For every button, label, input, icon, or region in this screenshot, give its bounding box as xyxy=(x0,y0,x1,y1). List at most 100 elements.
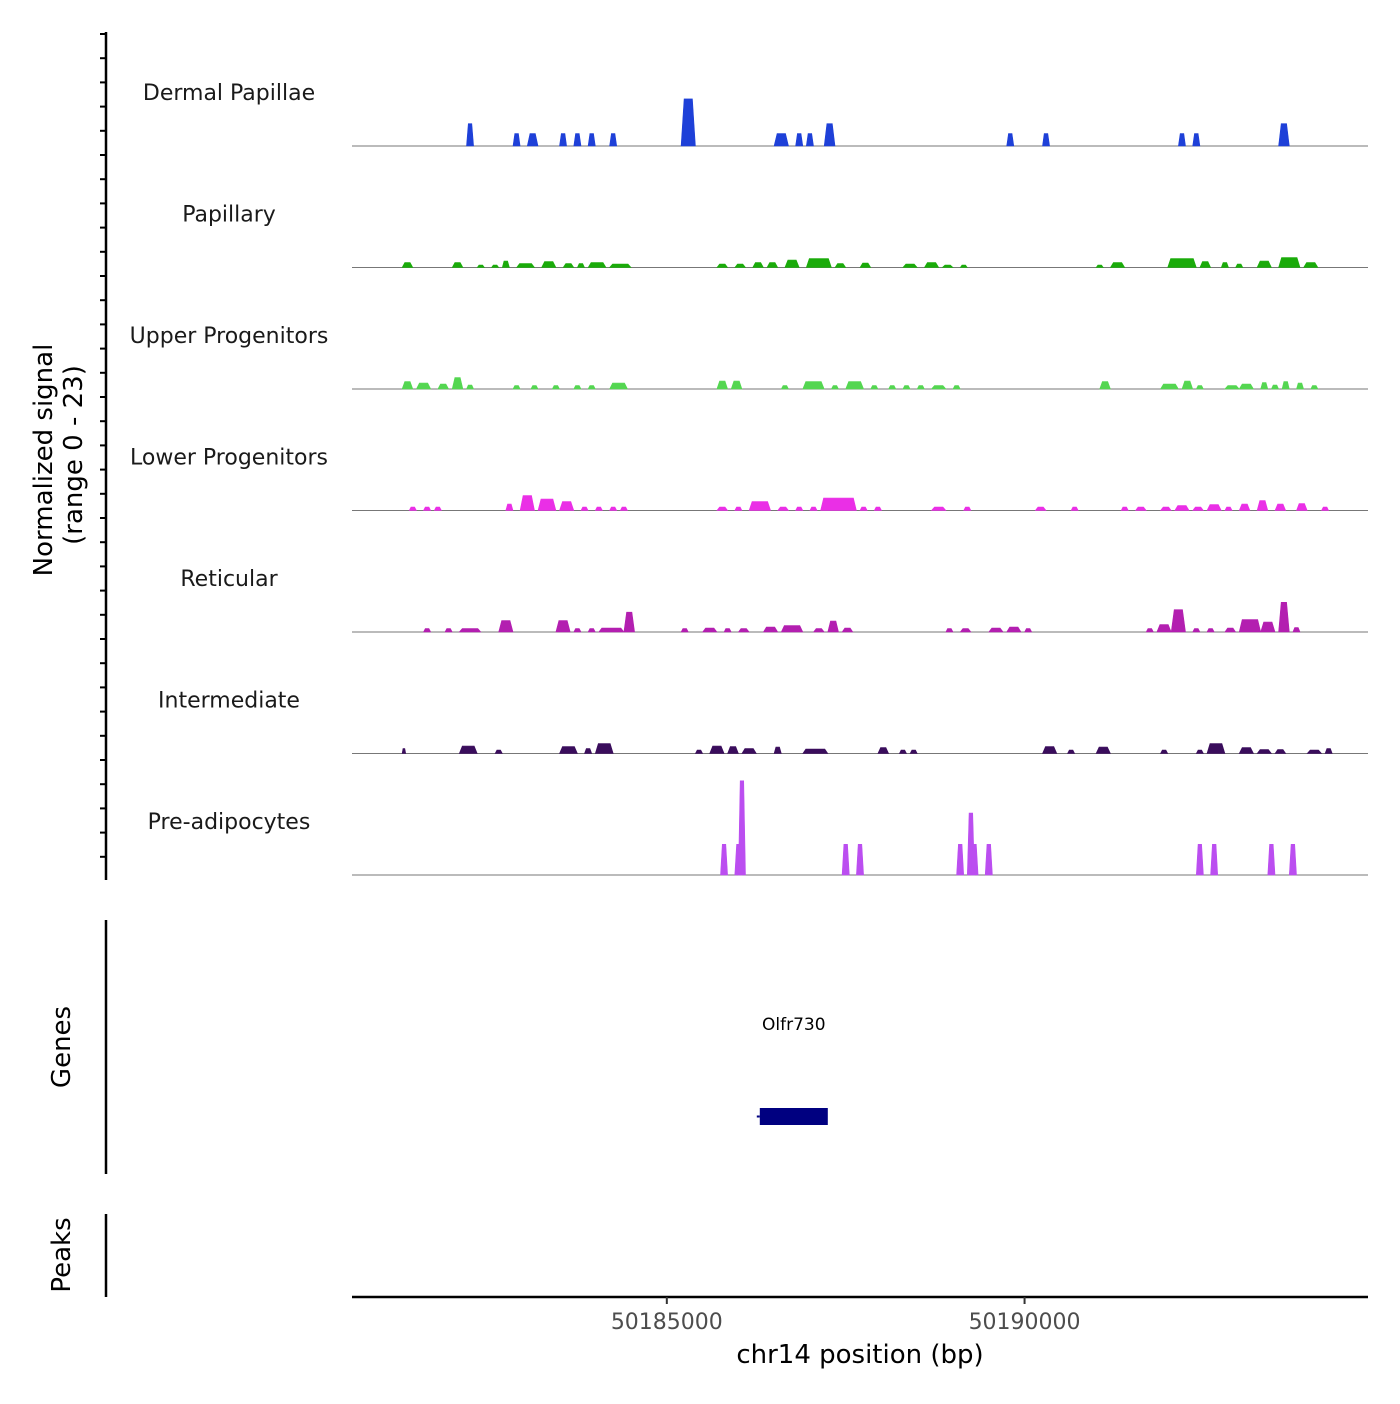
signal-peak xyxy=(1160,749,1169,754)
signal-peak xyxy=(1067,749,1076,754)
track-label: Pre-adipocytes xyxy=(148,810,311,835)
signal-peak xyxy=(1167,258,1197,268)
signal-peak xyxy=(1281,381,1290,390)
signal-peak xyxy=(1006,626,1022,633)
signal-peak xyxy=(752,262,764,268)
signal-peak xyxy=(1195,844,1204,876)
signal-peak xyxy=(1296,382,1305,390)
signal-peak xyxy=(1192,506,1204,511)
signal-peak xyxy=(805,133,814,147)
signal-peak xyxy=(1296,503,1308,511)
signal-peak xyxy=(423,628,432,633)
signal-tracks: Dermal Papillae Papillary Upper Progenitor… xyxy=(130,81,1368,876)
signal-peak xyxy=(584,748,593,754)
signal-peak xyxy=(773,133,789,147)
signal-peak xyxy=(902,263,918,268)
signal-peak xyxy=(877,747,890,754)
signal-peak xyxy=(1159,506,1172,511)
signal-peak xyxy=(609,133,618,147)
track-label: Upper Progenitors xyxy=(130,324,329,349)
signal-peak xyxy=(823,123,836,147)
signal-peak xyxy=(730,380,743,390)
signal-peak xyxy=(856,844,864,876)
genes-axis-label: Genes xyxy=(47,1006,77,1088)
signal-peak xyxy=(498,620,514,633)
gene-label: Olfr730 xyxy=(762,1015,826,1035)
signal-peak xyxy=(573,385,582,390)
signal-peak xyxy=(1224,385,1240,390)
peaks-axis-label: Peaks xyxy=(47,1217,77,1292)
signal-peak xyxy=(780,625,804,633)
track-intermediate: Intermediate xyxy=(158,689,1368,754)
signal-peak xyxy=(766,262,779,268)
track-papillary: Papillary xyxy=(182,203,1368,268)
signal-peak xyxy=(494,749,503,754)
signal-peak xyxy=(930,506,947,511)
x-tick-label: 50185000 xyxy=(611,1310,723,1335)
signal-peak xyxy=(1235,263,1244,268)
signal-peak xyxy=(820,497,857,511)
signal-peak xyxy=(805,258,832,268)
signal-peak xyxy=(680,98,696,147)
signal-peak xyxy=(841,844,850,876)
signal-peak xyxy=(1238,383,1255,390)
signal-peak xyxy=(845,381,865,390)
signal-peak xyxy=(401,262,414,268)
signal-peak xyxy=(748,501,772,511)
signal-peak xyxy=(587,133,596,147)
signal-peak xyxy=(841,627,854,633)
signal-peak xyxy=(1256,260,1272,268)
signal-peak xyxy=(945,628,954,633)
signal-peak xyxy=(423,506,432,511)
signal-peak xyxy=(609,506,618,511)
signal-peak xyxy=(734,263,747,268)
signal-peak xyxy=(780,385,789,390)
signal-peak xyxy=(734,506,743,511)
signal-peak xyxy=(716,380,729,390)
signal-peak xyxy=(1192,133,1201,147)
track-label: Intermediate xyxy=(158,689,300,714)
signal-y-ticks xyxy=(100,33,106,858)
signal-peak xyxy=(1321,506,1330,511)
signal-peak xyxy=(505,503,514,511)
y-axis-label-line1: Normalized signal xyxy=(29,344,59,577)
signal-peak xyxy=(594,743,614,754)
signal-peak xyxy=(433,506,442,511)
signal-peak xyxy=(716,263,729,268)
signal-peak xyxy=(559,501,575,511)
signal-peak xyxy=(466,384,475,390)
signal-peak xyxy=(930,385,947,390)
signal-peak xyxy=(1199,261,1212,268)
signal-peak xyxy=(795,506,804,511)
signal-peak xyxy=(1195,385,1204,390)
signal-peak xyxy=(401,748,407,754)
signal-peak xyxy=(709,745,725,754)
signal-peak xyxy=(1267,844,1276,876)
signal-peak xyxy=(859,262,872,268)
signal-peak xyxy=(598,627,625,633)
signal-peak xyxy=(476,264,485,268)
signal-peak xyxy=(959,264,968,268)
x-axis-ticks: 50185000 50190000 xyxy=(611,1297,1081,1335)
signal-peak xyxy=(809,506,818,511)
x-axis-label: chr14 position (bp) xyxy=(736,1340,983,1370)
x-tick-label: 50190000 xyxy=(969,1310,1081,1335)
gene-track: Olfr730 xyxy=(756,1015,828,1125)
signal-peak xyxy=(1256,500,1269,511)
signal-peak xyxy=(587,628,596,633)
signal-peak xyxy=(1178,133,1186,147)
signal-peak xyxy=(466,123,474,147)
signal-peak xyxy=(970,844,979,876)
signal-peak xyxy=(1181,380,1194,390)
signal-peak xyxy=(1192,628,1201,633)
signal-peak xyxy=(512,133,521,147)
gene-body xyxy=(759,1108,828,1125)
signal-peak xyxy=(490,264,500,268)
signal-peak xyxy=(1278,123,1290,147)
signal-peak xyxy=(530,385,539,390)
signal-peak xyxy=(898,749,907,754)
signal-peak xyxy=(458,745,478,754)
signal-peak xyxy=(956,844,965,876)
track-upper-progenitors: Upper Progenitors xyxy=(130,324,1368,390)
